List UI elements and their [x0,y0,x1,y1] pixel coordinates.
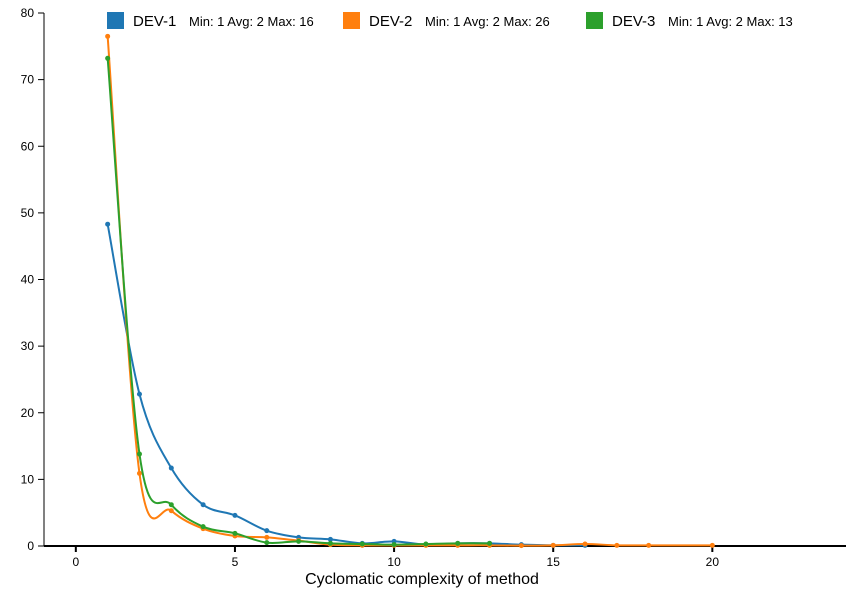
data-point [550,542,556,548]
y-tick-label: 80 [21,6,35,20]
y-tick-label: 50 [21,206,35,220]
data-point [487,540,493,546]
y-tick-label: 70 [21,73,35,87]
data-point [327,536,333,542]
y-tick-label: 60 [21,139,35,153]
data-point [105,55,111,61]
data-point [200,524,206,530]
legend-swatch [343,12,360,29]
y-tick-label: 30 [21,339,35,353]
legend-swatch [107,12,124,29]
data-point [168,465,174,471]
x-tick-label: 5 [232,555,239,569]
data-point [359,541,365,547]
data-point [168,502,174,508]
data-point [264,528,270,534]
x-tick-label: 15 [547,555,561,569]
data-point [582,541,588,547]
data-point [391,542,397,548]
series-line-dev-2 [106,36,713,547]
data-point [136,451,142,457]
data-point [105,33,111,39]
y-tick-label: 0 [27,539,34,553]
legend-name: DEV-3 [612,13,655,30]
data-point [709,542,715,548]
data-point [296,538,302,544]
data-point [455,540,461,546]
x-tick-label: 20 [706,555,720,569]
data-point [168,508,174,514]
y-tick-label: 10 [21,472,35,486]
legend-name: DEV-2 [369,13,412,30]
legend-stats: Min: 1 Avg: 2 Max: 13 [668,14,793,29]
data-point [105,221,111,227]
data-point [264,534,270,540]
series-line-dev-3 [106,58,490,546]
data-point [232,512,238,518]
legend-stats: Min: 1 Avg: 2 Max: 26 [425,14,550,29]
y-tick-label: 40 [21,273,35,287]
data-point [264,540,270,546]
x-tick-label: 0 [72,555,79,569]
data-point [614,542,620,548]
data-point [646,542,652,548]
data-point [136,391,142,397]
data-point [327,540,333,546]
data-point [232,530,238,536]
data-point [200,502,206,508]
x-axis-label: Cyclomatic complexity of method [305,571,539,588]
data-point [136,470,142,476]
y-tick-label: 20 [21,406,35,420]
legend-swatch [586,12,603,29]
data-point [518,543,524,549]
legend-name: DEV-1 [133,13,176,30]
x-tick-label: 10 [387,555,401,569]
series-line-dev-1 [106,224,586,547]
data-point [423,541,429,547]
legend-stats: Min: 1 Avg: 2 Max: 16 [189,14,314,29]
